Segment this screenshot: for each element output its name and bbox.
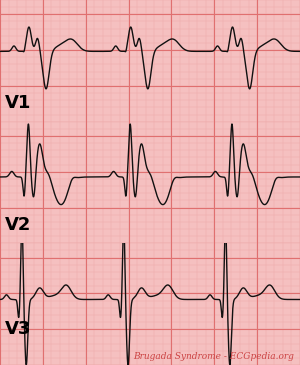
Text: V1: V1 xyxy=(4,94,31,112)
Text: V2: V2 xyxy=(4,216,31,234)
Text: V3: V3 xyxy=(4,320,31,338)
Text: Brugada Syndrome - ECGpedia.org: Brugada Syndrome - ECGpedia.org xyxy=(133,352,294,361)
